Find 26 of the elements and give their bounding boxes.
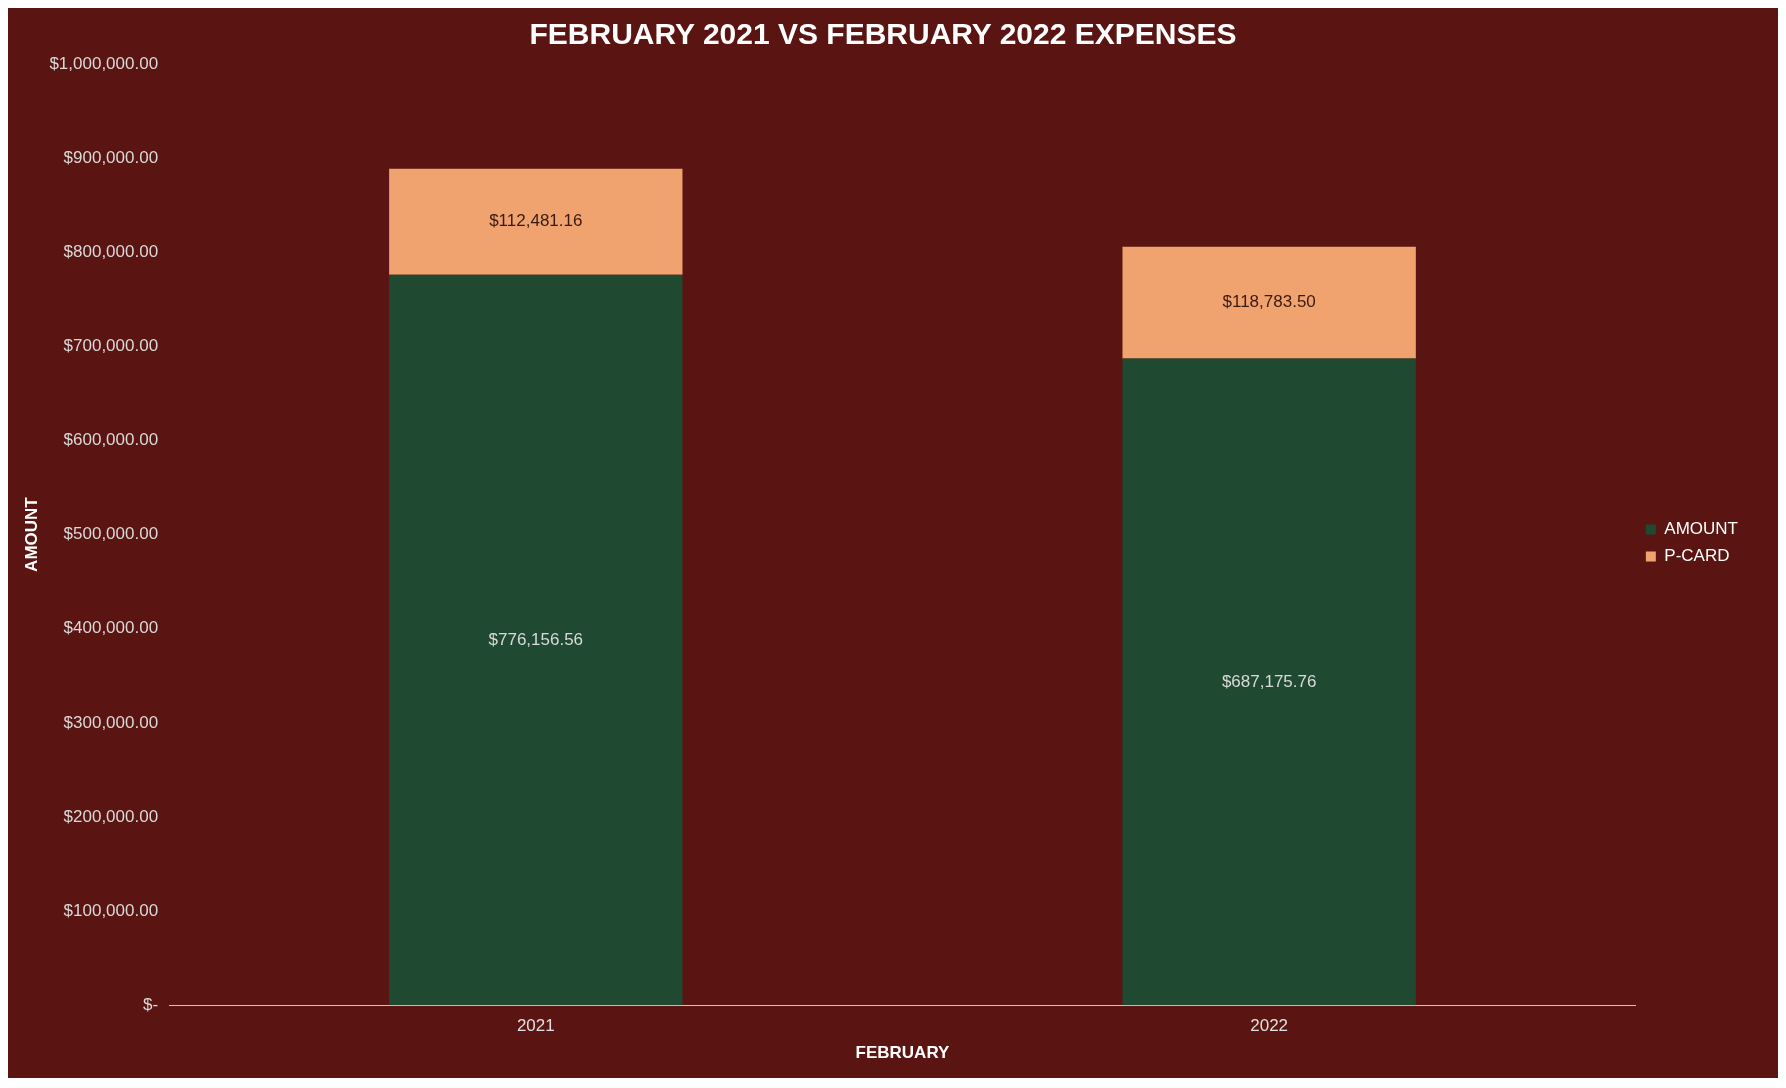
- y-tick-label: $800,000.00: [63, 241, 159, 261]
- data-label: $687,175.76: [1221, 671, 1317, 691]
- y-tick-label: $1,000,000.00: [49, 53, 159, 73]
- bar: [1122, 246, 1416, 359]
- legend-label: P-CARD: [1664, 546, 1730, 566]
- legend-label: AMOUNT: [1664, 519, 1739, 539]
- y-tick-label: $700,000.00: [63, 336, 159, 356]
- data-label: $112,481.16: [489, 211, 583, 231]
- x-tick-label: 2021: [516, 1016, 555, 1036]
- y-tick-label: $200,000.00: [63, 806, 159, 826]
- y-tick-label: $400,000.00: [63, 618, 159, 638]
- data-label: $776,156.56: [488, 629, 584, 649]
- y-tick-label: $900,000.00: [63, 147, 159, 167]
- chart-title: FEBRUARY 2021 VS FEBRUARY 2022 EXPENSES: [529, 17, 1237, 51]
- y-tick-label: $600,000.00: [63, 430, 159, 450]
- x-tick-label: 2022: [1250, 1016, 1289, 1036]
- y-tick-label: $300,000.00: [63, 712, 159, 732]
- y-tick-label: $-: [142, 994, 159, 1014]
- data-label: $118,783.50: [1222, 292, 1316, 312]
- bar: [1122, 358, 1416, 1006]
- bar: [389, 274, 683, 1006]
- y-tick-label: $100,000.00: [63, 900, 159, 920]
- y-axis-title: AMOUNT: [21, 496, 41, 572]
- x-axis-title: FEBRUARY: [855, 1043, 951, 1063]
- y-tick-label: $500,000.00: [63, 524, 159, 544]
- bar: [389, 168, 683, 275]
